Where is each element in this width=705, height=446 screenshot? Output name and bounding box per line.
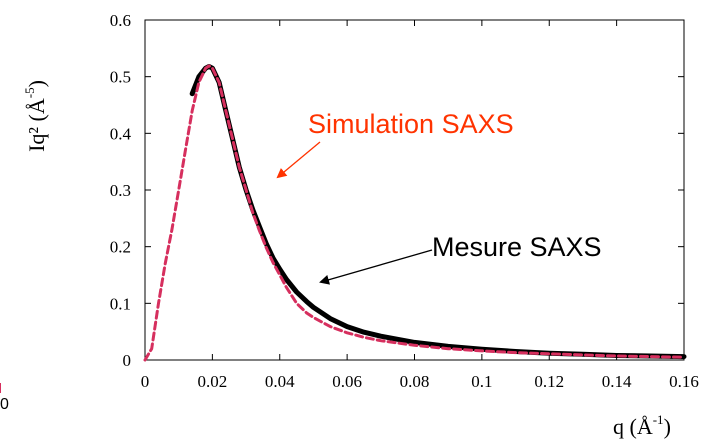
y-tick-label: 0.5 bbox=[110, 68, 131, 87]
x-tick-label: 0.14 bbox=[602, 372, 632, 391]
y-tick-label: 0.2 bbox=[110, 238, 131, 257]
y-tick-label: 0.1 bbox=[110, 294, 131, 313]
x-tick-label: 0.08 bbox=[400, 372, 430, 391]
x-tick-label: 0.1 bbox=[471, 372, 492, 391]
x-tick-label: 0.04 bbox=[265, 372, 295, 391]
y-tick-label: 0 bbox=[123, 351, 132, 370]
y-axis-label-exponent: -5 bbox=[22, 87, 37, 98]
x-tick-label: 0 bbox=[141, 372, 150, 391]
y-axis-label-text: Iq² (Å bbox=[24, 98, 49, 152]
stray-zero-label: 0 bbox=[0, 396, 9, 413]
y-tick-label: 0.6 bbox=[110, 11, 131, 30]
annotation-arrow-mesure bbox=[319, 249, 433, 285]
annotation-simulation-saxs: Simulation SAXS bbox=[308, 109, 514, 139]
x-axis-label-exponent: -1 bbox=[653, 412, 664, 427]
series-layer bbox=[143, 64, 687, 362]
x-axis-label-close: ) bbox=[664, 414, 671, 439]
annotation-mesure-saxs: Mesure SAXS bbox=[432, 232, 602, 262]
y-axis-ticks: 0 0.1 0.2 0.3 0.4 0.5 0.6 bbox=[110, 11, 684, 370]
y-tick-label: 0.4 bbox=[110, 124, 132, 143]
y-axis-label: Iq² (Å-5) bbox=[22, 80, 49, 152]
x-axis-ticks: 0 0.02 0.04 0.06 0.08 0.1 0.12 0.14 0.16 bbox=[141, 20, 699, 391]
x-tick-label: 0.16 bbox=[669, 372, 699, 391]
x-tick-label: 0.06 bbox=[332, 372, 362, 391]
plot-frame bbox=[144, 19, 685, 361]
y-tick-label: 0.3 bbox=[110, 181, 131, 200]
x-axis-label: q (Å-1) bbox=[613, 412, 671, 439]
annotation-arrow-simulation bbox=[276, 141, 321, 179]
x-tick-label: 0.02 bbox=[198, 372, 228, 391]
y-axis-label-close: ) bbox=[24, 80, 49, 87]
series-line-simulation-saxs bbox=[143, 64, 686, 362]
x-axis-label-text: q (Å bbox=[613, 414, 653, 439]
x-tick-label: 0.12 bbox=[534, 372, 564, 391]
